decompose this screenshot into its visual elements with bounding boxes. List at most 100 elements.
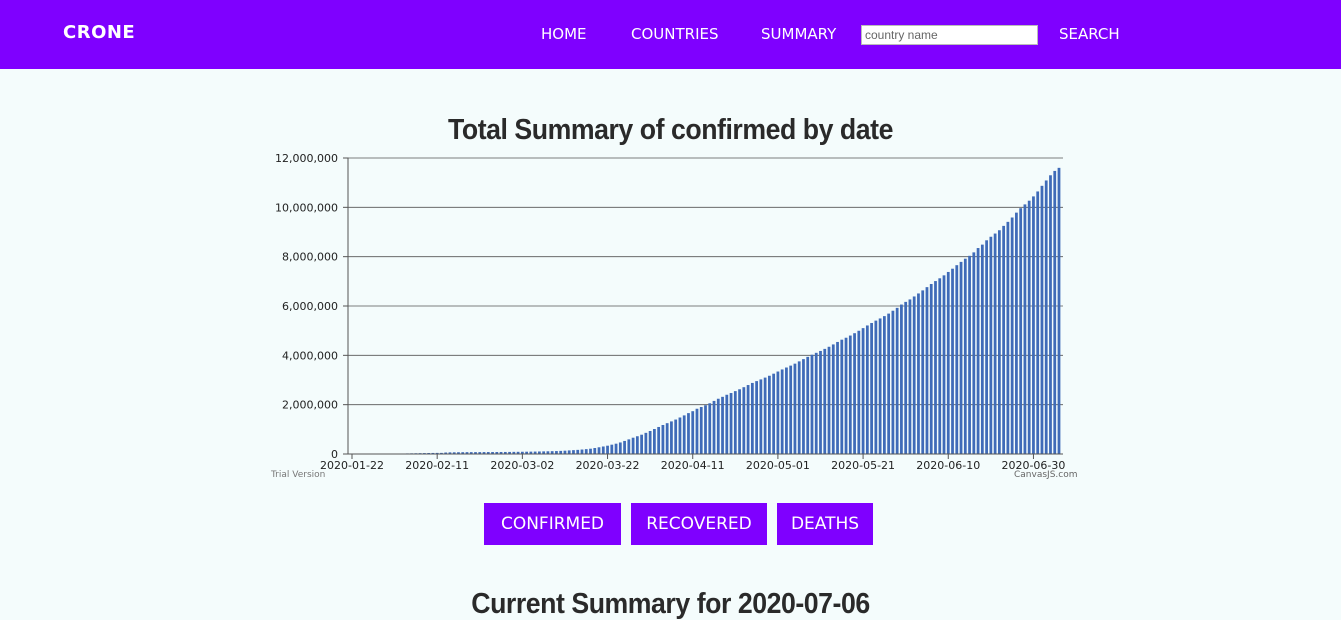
bar (853, 333, 856, 454)
bar (712, 400, 716, 454)
bar (491, 452, 494, 454)
bar (768, 375, 771, 454)
bar (963, 258, 967, 454)
y-tick-label: 8,000,000 (282, 251, 338, 264)
bar (448, 452, 452, 454)
bar (640, 434, 643, 454)
bar (1015, 212, 1018, 454)
bar (440, 452, 443, 454)
bar (904, 301, 908, 454)
bar (746, 385, 750, 454)
country-search-input[interactable] (861, 25, 1038, 45)
nav-link-summary[interactable]: SUMMARY (761, 25, 837, 43)
bar (891, 310, 895, 454)
bar (555, 451, 558, 454)
bar (508, 451, 511, 454)
bar (976, 248, 980, 454)
bar (742, 387, 746, 454)
bar (435, 452, 439, 454)
bar (789, 365, 793, 454)
y-tick-label: 0 (331, 448, 338, 461)
bar (908, 299, 912, 454)
bar (606, 445, 609, 454)
bar (759, 379, 763, 454)
bar (848, 335, 852, 454)
bar (946, 271, 950, 454)
recovered-button[interactable]: RECOVERED (631, 503, 767, 545)
bar (593, 448, 597, 454)
bar (559, 450, 563, 454)
bar (780, 369, 784, 454)
trial-version-label: Trial Version (271, 470, 326, 480)
bar (921, 290, 925, 454)
bar (729, 393, 733, 454)
bar (610, 444, 614, 454)
bar (793, 363, 797, 454)
bar (942, 275, 946, 454)
bar (755, 381, 758, 454)
bar (776, 371, 780, 454)
bar (887, 313, 891, 454)
bar (584, 449, 588, 454)
bar (874, 320, 878, 454)
bar (597, 447, 601, 454)
bar (525, 451, 529, 454)
bar (563, 450, 567, 454)
bar (959, 261, 963, 454)
bar (955, 265, 959, 454)
bar (474, 452, 477, 454)
x-tick-label: 2020-04-11 (661, 459, 725, 472)
bar (708, 403, 712, 454)
bar (704, 405, 707, 454)
bar (572, 450, 575, 454)
bar (469, 452, 473, 454)
bar (576, 449, 580, 454)
deaths-button[interactable]: DEATHS (777, 503, 873, 545)
nav-link-home[interactable]: HOME (541, 25, 587, 43)
bar (925, 287, 929, 454)
bar (1032, 196, 1035, 455)
bar (627, 439, 631, 454)
y-tick-label: 12,000,000 (275, 152, 338, 165)
bar (900, 304, 903, 454)
bar (614, 443, 618, 454)
bar (1023, 204, 1027, 454)
bar (1010, 217, 1014, 454)
bar (567, 450, 571, 454)
bar (618, 442, 622, 454)
nav-link-countries[interactable]: COUNTRIES (631, 25, 719, 43)
bar (589, 448, 592, 454)
bar (670, 421, 673, 454)
bar (1053, 170, 1057, 454)
bar (1040, 185, 1044, 455)
bar (831, 344, 835, 454)
bar (542, 451, 546, 454)
y-tick-label: 10,000,000 (275, 201, 338, 214)
canvasjs-credit-link[interactable]: CanvasJS.com (1014, 470, 1078, 480)
bar (819, 350, 822, 454)
bar (1006, 221, 1010, 454)
bar (478, 452, 482, 454)
bar (623, 440, 626, 454)
current-summary-title: Current Summary for 2020-07-06 (471, 588, 870, 620)
bar (601, 446, 605, 454)
bar (503, 451, 507, 454)
bar (580, 449, 584, 454)
bar (934, 281, 937, 454)
bar (482, 452, 486, 454)
bar (648, 430, 652, 454)
bar (716, 398, 720, 454)
bar (457, 452, 460, 454)
bar (699, 407, 703, 454)
bar (465, 452, 469, 454)
brand-logo[interactable]: CRONE (63, 22, 136, 43)
bar (797, 361, 801, 454)
bar (444, 452, 448, 454)
bar (725, 394, 729, 454)
confirmed-button[interactable]: CONFIRMED (484, 503, 621, 545)
bar (772, 373, 776, 454)
bar (550, 451, 554, 454)
bar (844, 337, 848, 454)
x-tick-label: 2020-06-10 (916, 459, 980, 472)
search-button[interactable]: SEARCH (1059, 25, 1120, 43)
